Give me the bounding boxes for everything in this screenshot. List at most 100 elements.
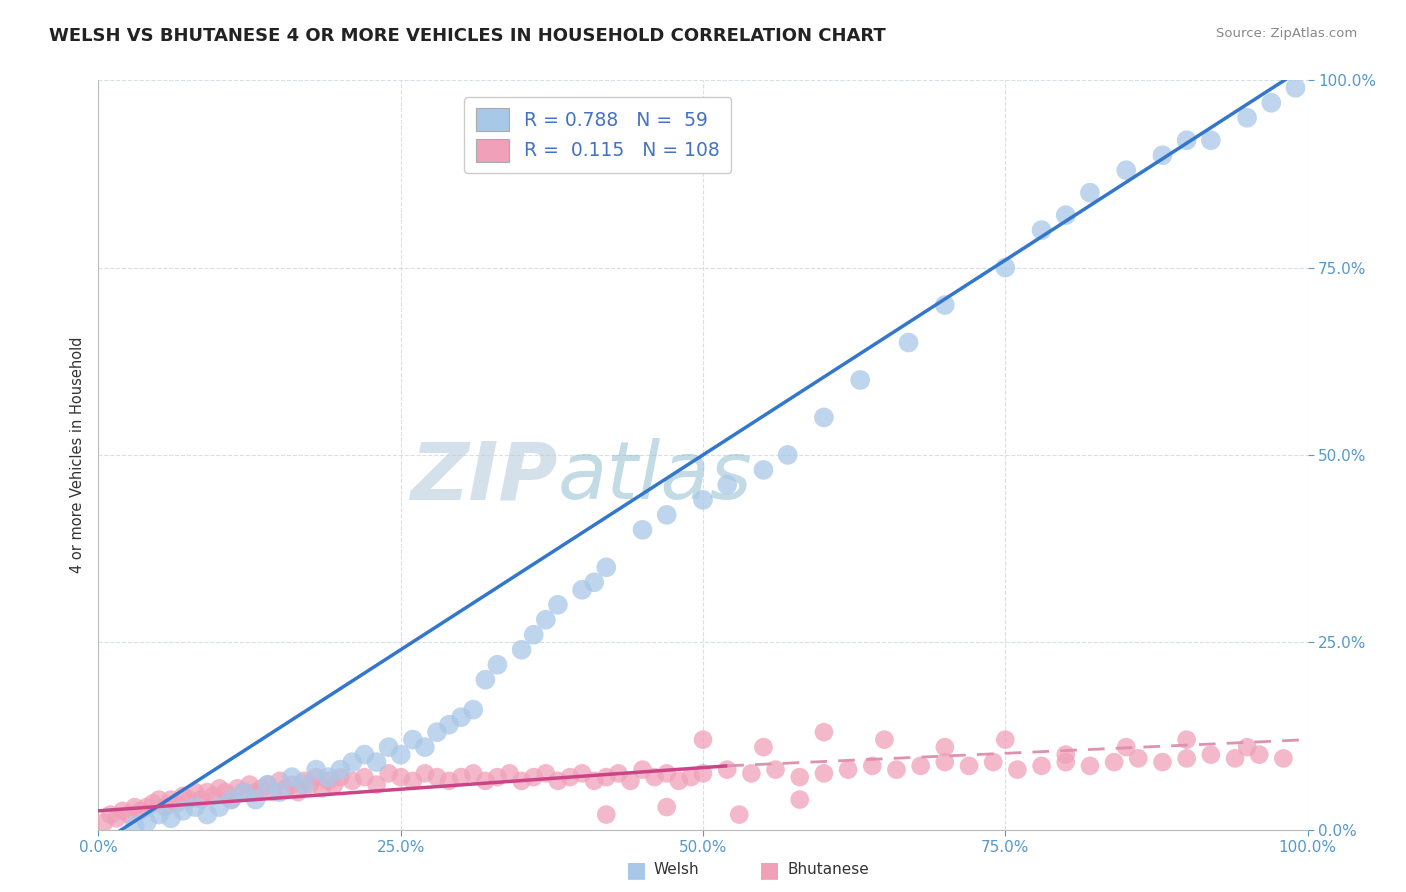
Point (474, 673, 496, 687)
Point (389, 747, 412, 762)
Point (1054, 747, 1077, 762)
Point (426, 725, 449, 739)
Point (269, 773, 291, 788)
Point (547, 773, 569, 788)
Point (1054, 755, 1077, 769)
Point (281, 770, 304, 784)
Point (245, 792, 267, 806)
Point (1249, 747, 1271, 762)
Text: ZIP: ZIP (411, 438, 558, 516)
Point (886, 763, 908, 777)
Point (281, 778, 304, 792)
Point (619, 773, 641, 788)
Text: Bhutanese: Bhutanese (787, 863, 869, 877)
Point (873, 732, 896, 747)
Text: ■: ■ (759, 860, 780, 880)
Point (214, 785, 236, 799)
Y-axis label: 4 or more Vehicles in Household: 4 or more Vehicles in Household (69, 336, 84, 574)
Text: Welsh: Welsh (654, 863, 699, 877)
Point (208, 781, 231, 796)
Point (245, 785, 267, 799)
Point (305, 770, 328, 784)
Text: Source: ZipAtlas.com: Source: ZipAtlas.com (1216, 27, 1357, 40)
Point (486, 770, 509, 784)
Point (450, 770, 472, 784)
Point (195, 785, 218, 799)
Point (239, 778, 262, 792)
Point (716, 763, 738, 777)
Point (1102, 755, 1125, 769)
Point (1175, 732, 1198, 747)
Point (311, 781, 333, 796)
Point (450, 710, 472, 724)
Point (256, 778, 278, 792)
Point (523, 628, 546, 642)
Point (184, 785, 207, 799)
Point (583, 773, 606, 788)
Point (1152, 755, 1174, 769)
Point (329, 763, 352, 777)
Point (413, 766, 436, 780)
Point (655, 508, 678, 522)
Point (849, 373, 872, 387)
Point (1078, 186, 1101, 200)
Point (1272, 751, 1295, 765)
Point (607, 766, 630, 780)
Point (752, 463, 775, 477)
Point (172, 789, 194, 803)
Point (366, 755, 388, 769)
Point (583, 575, 606, 590)
Point (342, 755, 364, 769)
Point (153, 800, 176, 814)
Point (292, 773, 315, 788)
Point (631, 763, 654, 777)
Point (510, 642, 533, 657)
Point (148, 792, 170, 806)
Point (631, 523, 654, 537)
Point (463, 766, 485, 780)
Point (1175, 133, 1198, 147)
Point (1007, 763, 1029, 777)
Point (292, 778, 315, 792)
Point (655, 766, 678, 780)
Point (728, 807, 751, 822)
Point (474, 773, 496, 788)
Point (195, 807, 218, 822)
Point (316, 770, 339, 784)
Point (437, 717, 460, 731)
Point (202, 789, 225, 803)
Point (679, 770, 702, 784)
Point (571, 582, 593, 597)
Point (934, 755, 956, 769)
Point (426, 770, 449, 784)
Text: WELSH VS BHUTANESE 4 OR MORE VEHICLES IN HOUSEHOLD CORRELATION CHART: WELSH VS BHUTANESE 4 OR MORE VEHICLES IN… (49, 27, 886, 45)
Point (1152, 148, 1174, 162)
Point (1031, 759, 1053, 773)
Point (413, 740, 436, 755)
Point (571, 766, 593, 780)
Point (498, 766, 520, 780)
Point (1284, 80, 1306, 95)
Point (353, 770, 375, 784)
Point (837, 763, 859, 777)
Point (437, 773, 460, 788)
Point (534, 613, 557, 627)
Point (510, 773, 533, 788)
Point (100, 807, 122, 822)
Point (994, 260, 1017, 275)
Point (305, 763, 328, 777)
Point (256, 778, 278, 792)
Point (124, 800, 146, 814)
Point (342, 773, 364, 788)
Point (813, 725, 835, 739)
Legend: R = 0.788   N =  59, R =  0.115   N = 108: R = 0.788 N = 59, R = 0.115 N = 108 (464, 97, 731, 173)
Point (547, 598, 569, 612)
Point (166, 797, 188, 811)
Point (813, 410, 835, 425)
Point (172, 804, 194, 818)
Point (595, 560, 617, 574)
Point (389, 770, 412, 784)
Point (190, 792, 212, 806)
Point (752, 740, 775, 755)
Point (1223, 751, 1246, 765)
